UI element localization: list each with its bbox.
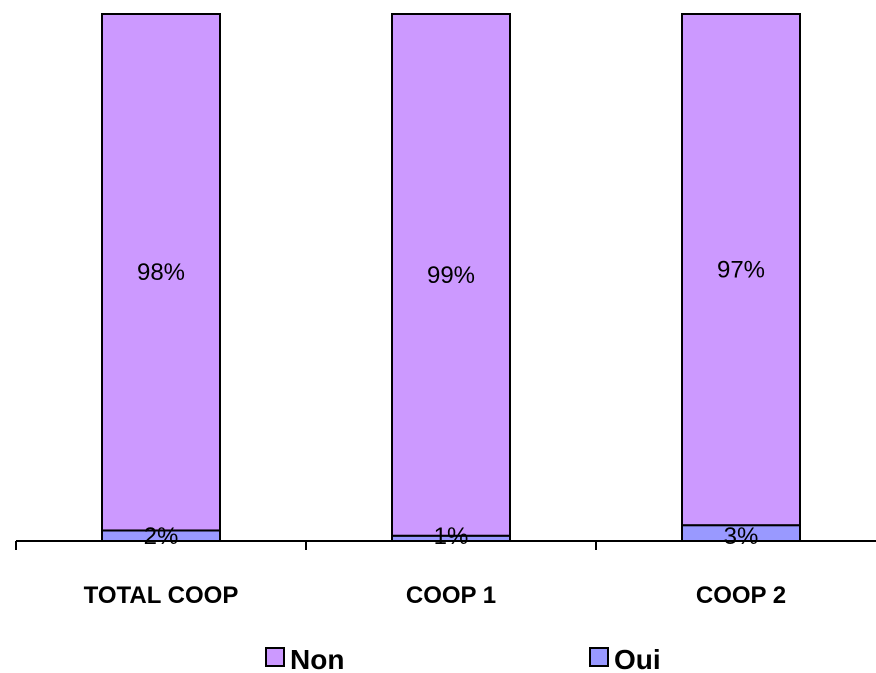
data-label-oui-0: 2% <box>144 523 179 550</box>
data-label-non-0: 98% <box>137 259 185 286</box>
bars-layer <box>101 13 801 543</box>
category-label-0: TOTAL COOP <box>84 582 239 609</box>
category-label-2: COOP 2 <box>696 582 786 609</box>
x-axis-category-labels: TOTAL COOP COOP 1 COOP 2 <box>84 582 786 609</box>
x-axis-ticks <box>15 541 597 550</box>
legend-swatch-oui <box>589 647 609 667</box>
bar-non-0 <box>101 13 221 532</box>
data-label-non-2: 97% <box>717 257 765 284</box>
category-label-1: COOP 1 <box>406 582 496 609</box>
legend-swatch-non <box>265 647 285 667</box>
data-label-oui-1: 1% <box>434 523 469 550</box>
data-label-non-1: 99% <box>427 262 475 289</box>
legend-label-oui: Oui <box>614 644 661 673</box>
bar-non-1 <box>391 13 511 537</box>
data-label-oui-2: 3% <box>724 523 759 550</box>
bar-non-2 <box>681 13 801 527</box>
bar-labels-layer: 2% 98% 1% 99% 3% 97% <box>137 257 765 550</box>
legend-label-non: Non <box>290 644 344 673</box>
legend: Non Oui <box>265 644 661 673</box>
